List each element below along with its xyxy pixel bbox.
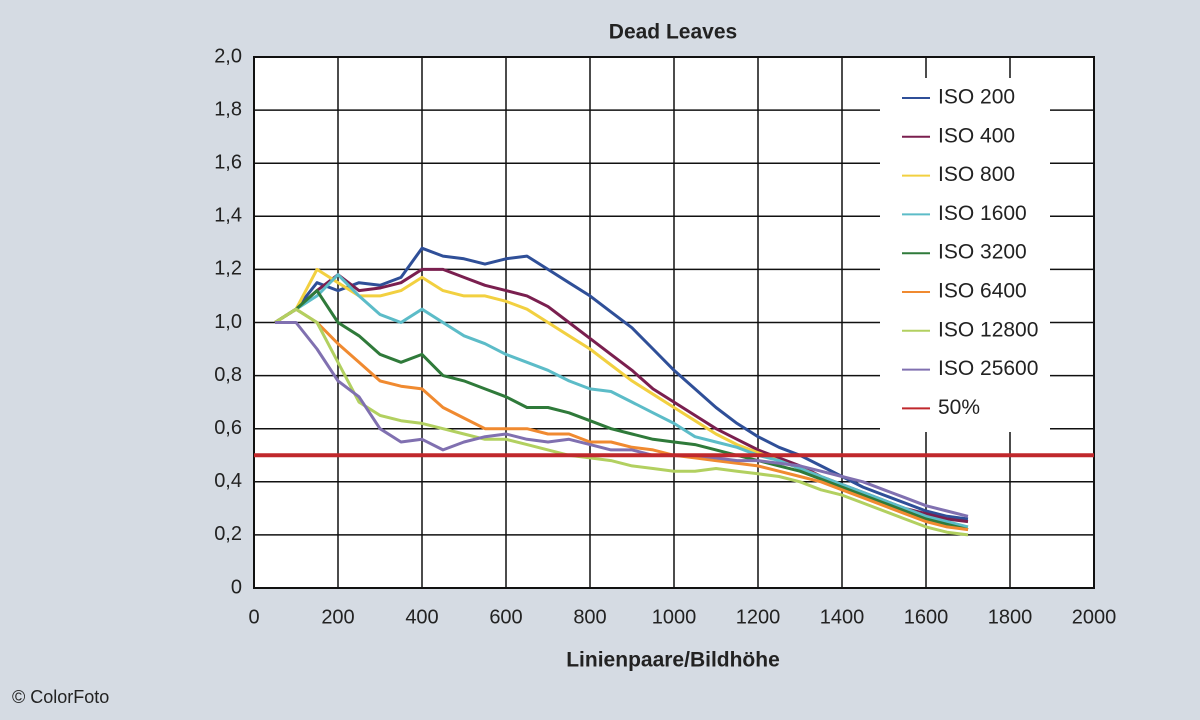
plot-border [253, 56, 1095, 589]
x-tick-label: 1400 [820, 606, 865, 628]
chart-title: Dead Leaves [609, 21, 737, 44]
series-line [274, 307, 969, 537]
legend-label: ISO 25600 [938, 357, 1038, 380]
x-tick-label: 1600 [904, 606, 949, 628]
y-tick-label: 0,2 [214, 523, 242, 545]
x-tick-label: 0 [248, 606, 259, 628]
legend-label: ISO 1600 [938, 202, 1027, 225]
y-tick-label: 2,0 [214, 45, 242, 67]
y-tick-label: 1,8 [214, 98, 242, 120]
legend-label: ISO 800 [938, 163, 1015, 186]
y-tick-label: 0 [231, 576, 242, 598]
x-tick-label: 800 [573, 606, 606, 628]
x-tick-label: 1200 [736, 606, 781, 628]
credit: © ColorFoto [12, 687, 109, 707]
x-tick-label: 1800 [988, 606, 1033, 628]
y-tick-label: 0,4 [214, 470, 242, 492]
series-line [274, 289, 969, 532]
series-line [274, 273, 969, 529]
series-line [274, 246, 969, 521]
series-line [274, 307, 969, 532]
x-tick-label: 600 [489, 606, 522, 628]
x-tick-label: 200 [321, 606, 354, 628]
legend-label: ISO 200 [938, 86, 1015, 109]
legend-label: 50% [938, 396, 980, 419]
y-tick-label: 0,6 [214, 417, 242, 439]
y-tick-label: 1,4 [214, 205, 242, 227]
legend-label: ISO 3200 [938, 241, 1027, 264]
y-tick-label: 0,8 [214, 364, 242, 386]
legend-label: ISO 12800 [938, 318, 1038, 341]
series-line [275, 321, 969, 518]
legend-label: ISO 400 [938, 124, 1015, 147]
legend-label: ISO 6400 [938, 280, 1027, 303]
x-tick-label: 1000 [652, 606, 697, 628]
y-tick-label: 1,2 [214, 258, 242, 280]
x-axis-label: Linienpaare/Bildhöhe [566, 649, 780, 672]
y-tick-label: 1,6 [214, 151, 242, 173]
y-tick-label: 1,0 [214, 311, 242, 333]
x-tick-label: 400 [405, 606, 438, 628]
x-tick-label: 2000 [1072, 606, 1117, 628]
